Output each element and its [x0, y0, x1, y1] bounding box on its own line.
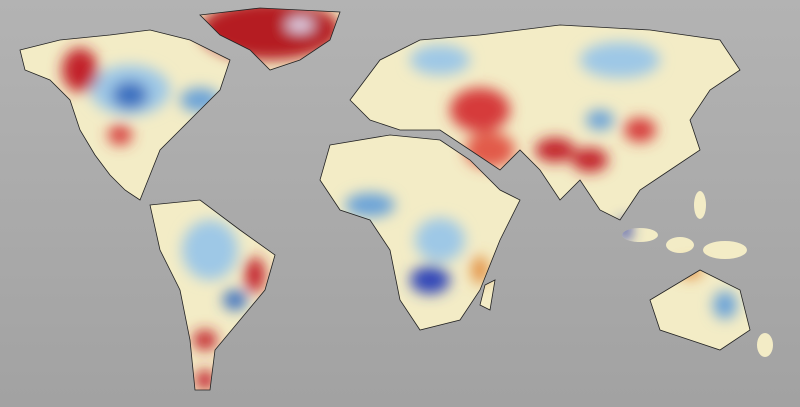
heat-blobs [62, 8, 737, 390]
coastlines [19, 7, 751, 391]
